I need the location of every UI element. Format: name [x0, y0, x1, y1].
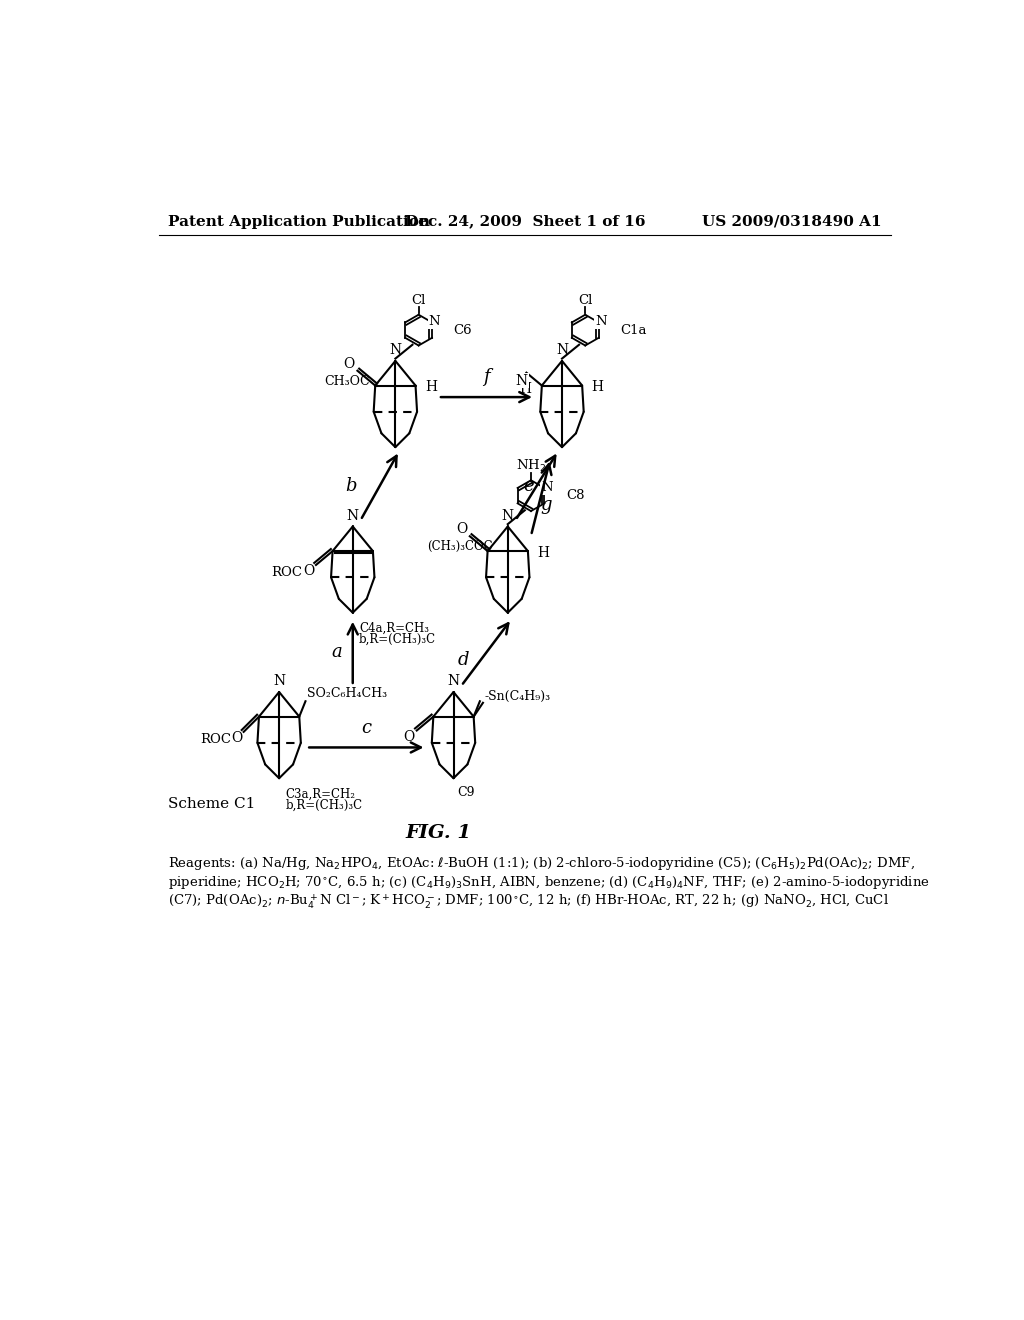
- Text: C8: C8: [566, 490, 585, 502]
- Text: N: N: [447, 675, 460, 688]
- Text: H: H: [538, 545, 549, 560]
- Text: Cl: Cl: [412, 294, 426, 308]
- Text: Dec. 24, 2009  Sheet 1 of 16: Dec. 24, 2009 Sheet 1 of 16: [404, 215, 645, 228]
- Text: N: N: [502, 508, 514, 523]
- Text: b,R=(CH₃)₃C: b,R=(CH₃)₃C: [359, 632, 436, 645]
- Text: C9: C9: [458, 785, 475, 799]
- Text: N: N: [516, 374, 528, 388]
- Text: (C7); Pd(OAc)$_2$; $n$-Bu$_4^+$N Cl$^-$; K$^+$HCO$_2^-$; DMF; 100$^{\circ}$C, 12: (C7); Pd(OAc)$_2$; $n$-Bu$_4^+$N Cl$^-$;…: [168, 892, 889, 911]
- Text: g: g: [541, 496, 552, 513]
- Text: O: O: [231, 731, 243, 746]
- Text: SO₂C₆H₄CH₃: SO₂C₆H₄CH₃: [307, 686, 387, 700]
- Text: NH$_2$: NH$_2$: [516, 458, 546, 474]
- Text: f: f: [483, 368, 489, 387]
- Text: C4a,R=CH₃: C4a,R=CH₃: [359, 622, 429, 635]
- Text: e: e: [523, 477, 534, 495]
- Text: d: d: [458, 651, 469, 669]
- Text: N: N: [556, 343, 568, 358]
- Text: N: N: [595, 315, 607, 329]
- Text: C3a,R=CH₂: C3a,R=CH₂: [286, 788, 355, 800]
- Text: N: N: [389, 343, 401, 358]
- Text: b: b: [345, 477, 356, 495]
- Text: ROC: ROC: [271, 566, 303, 579]
- Text: (CH₃)₃COC: (CH₃)₃COC: [427, 540, 493, 553]
- Text: -Sn(C₄H₉)₃: -Sn(C₄H₉)₃: [484, 690, 551, 704]
- Text: Cl: Cl: [579, 294, 593, 308]
- Text: H: H: [425, 380, 437, 395]
- Text: C6: C6: [454, 323, 472, 337]
- Text: US 2009/0318490 A1: US 2009/0318490 A1: [701, 215, 882, 228]
- Text: Scheme C1: Scheme C1: [168, 797, 256, 812]
- Text: a: a: [331, 643, 342, 661]
- Text: CH₃OC: CH₃OC: [325, 375, 371, 388]
- Text: O: O: [403, 730, 415, 744]
- Text: b,R=(CH₃)₃C: b,R=(CH₃)₃C: [286, 799, 362, 812]
- Text: C1a: C1a: [621, 323, 646, 337]
- Text: FIG. 1: FIG. 1: [406, 825, 471, 842]
- Text: Reagents: (a) Na/Hg, Na$_2$HPO$_4$, EtOAc: $\ell$-BuOH (1:1); (b) 2-chloro-5-iod: Reagents: (a) Na/Hg, Na$_2$HPO$_4$, EtOA…: [168, 855, 915, 873]
- Text: H: H: [592, 380, 603, 395]
- Text: Patent Application Publication: Patent Application Publication: [168, 215, 430, 228]
- Text: N: N: [429, 315, 440, 329]
- Text: N: N: [541, 480, 553, 494]
- Text: N: N: [347, 508, 358, 523]
- Text: N: N: [273, 675, 286, 688]
- Text: O: O: [343, 356, 354, 371]
- Text: O: O: [303, 564, 314, 578]
- Text: piperidine; HCO$_2$H; 70$^{\circ}$C, 6.5 h; (c) (C$_4$H$_9$)$_3$SnH, AIBN, benze: piperidine; HCO$_2$H; 70$^{\circ}$C, 6.5…: [168, 874, 930, 891]
- Text: H: H: [519, 381, 530, 396]
- Text: c: c: [361, 718, 372, 737]
- Text: ROC: ROC: [200, 734, 230, 747]
- Text: O: O: [456, 523, 467, 536]
